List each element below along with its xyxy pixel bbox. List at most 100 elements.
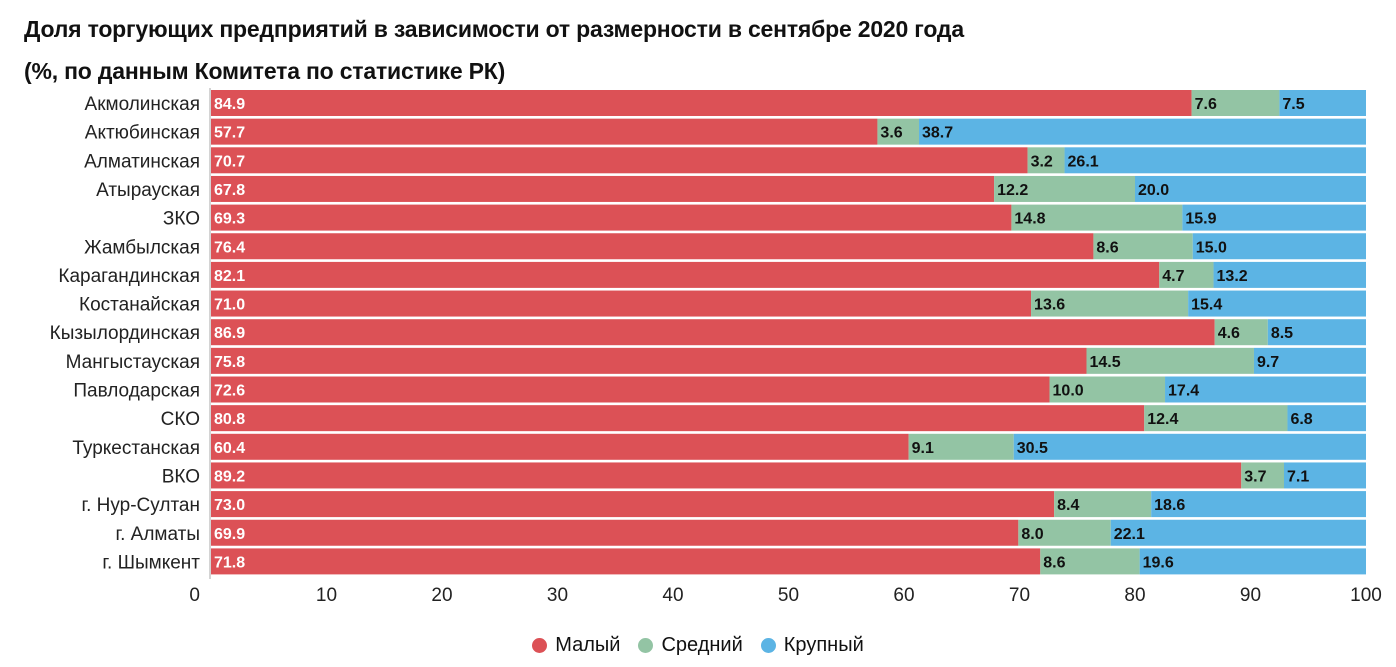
data-label-medium: 12.2 [997, 182, 1028, 199]
bar-segment-small[interactable] [211, 319, 1215, 346]
data-label-small: 60.4 [214, 440, 245, 457]
bar-segment-small[interactable] [211, 90, 1192, 116]
data-label-medium: 8.6 [1043, 554, 1065, 571]
bar-segment-large[interactable] [1253, 347, 1366, 374]
bar-segment-large[interactable] [1267, 319, 1366, 346]
data-label-large: 30.5 [1017, 440, 1048, 457]
data-label-small: 75.8 [214, 354, 245, 371]
bar-segment-medium[interactable] [1144, 405, 1288, 432]
data-label-large: 6.8 [1290, 411, 1312, 428]
bar-segment-small[interactable] [211, 519, 1019, 546]
bar-segment-medium[interactable] [1159, 261, 1214, 288]
bar-segment-large[interactable] [1139, 548, 1366, 575]
category-label: Кызылординская [50, 323, 200, 344]
bar-segment-large[interactable] [1110, 519, 1366, 546]
data-label-large: 7.1 [1287, 468, 1309, 485]
bar-segment-large[interactable] [919, 118, 1366, 145]
legend-label-small: Малый [555, 634, 621, 656]
category-label: Карагандинская [58, 266, 200, 287]
bar-segment-large[interactable] [1064, 147, 1366, 174]
data-label-small: 67.8 [214, 182, 245, 199]
data-label-medium: 10.0 [1053, 383, 1084, 400]
legend-item-small[interactable]: Малый [532, 634, 620, 657]
bar-segment-medium[interactable] [1031, 290, 1189, 317]
bar-segment-medium[interactable] [1086, 347, 1254, 374]
x-tick-label: 40 [662, 585, 683, 606]
bar-segment-large[interactable] [1151, 491, 1366, 518]
bar-segment-large[interactable] [1165, 376, 1366, 403]
legend-swatch-large [760, 638, 776, 653]
data-label-large: 26.1 [1068, 153, 1099, 170]
data-label-medium: 3.7 [1244, 468, 1266, 485]
data-label-small: 57.7 [214, 125, 245, 142]
bar-segment-small[interactable] [211, 347, 1087, 374]
x-tick-label: 70 [1009, 585, 1030, 606]
bar-segment-medium[interactable] [1027, 147, 1065, 174]
bar-segment-medium[interactable] [1040, 548, 1140, 575]
bar-segment-large[interactable] [1188, 290, 1366, 317]
bar-segment-large[interactable] [1213, 261, 1366, 288]
x-tick-label: 60 [893, 585, 914, 606]
data-label-large: 38.7 [922, 125, 953, 142]
bar-segment-small[interactable] [211, 376, 1050, 403]
bar-segment-medium[interactable] [994, 175, 1135, 202]
data-label-large: 7.5 [1282, 96, 1304, 113]
bar-segment-small[interactable] [211, 405, 1145, 432]
bar-segment-medium[interactable] [1011, 204, 1183, 231]
bar-segment-large[interactable] [1287, 405, 1366, 432]
bar-segment-large[interactable] [1192, 233, 1366, 260]
bar-segment-small[interactable] [211, 462, 1242, 489]
category-label: Павлодарская [73, 381, 200, 402]
data-label-large: 19.6 [1143, 554, 1174, 571]
data-label-large: 15.9 [1185, 211, 1216, 228]
bar-segment-small[interactable] [211, 261, 1160, 288]
bar-segment-small[interactable] [211, 491, 1055, 518]
category-label: Алматинская [84, 151, 200, 172]
x-tick-label: 80 [1124, 585, 1145, 606]
data-label-small: 84.9 [214, 96, 245, 113]
bar-segment-large[interactable] [1182, 204, 1366, 231]
data-label-large: 22.1 [1114, 526, 1145, 543]
data-label-small: 69.3 [214, 211, 245, 228]
legend-item-large[interactable]: Крупный [760, 634, 864, 657]
data-label-small: 89.2 [214, 468, 245, 485]
bar-segment-medium[interactable] [1093, 233, 1193, 260]
legend-label-medium: Средний [661, 634, 743, 656]
bar-segment-large[interactable] [1135, 175, 1366, 202]
data-label-large: 20.0 [1138, 182, 1169, 199]
chart-title: Доля торгующих предприятий в зависимости… [24, 16, 964, 42]
data-label-small: 80.8 [214, 411, 245, 428]
bar-segment-small[interactable] [211, 433, 909, 460]
bar-segment-large[interactable] [1013, 433, 1366, 460]
bar-segment-medium[interactable] [877, 118, 920, 145]
data-label-medium: 7.6 [1195, 96, 1217, 113]
data-label-large: 9.7 [1257, 354, 1279, 371]
stacked-bar-chart: Акмолинская 84.9 7.6 7.5 Актюбинская 57.7 3.6 3… [50, 88, 1382, 606]
data-label-medium: 12.4 [1147, 411, 1178, 428]
bar-segment-medium[interactable] [908, 433, 1014, 460]
data-label-small: 71.0 [214, 297, 245, 314]
data-label-small: 72.6 [214, 383, 245, 400]
bar-segment-medium[interactable] [1214, 319, 1268, 346]
bar-segment-medium[interactable] [1241, 462, 1284, 489]
data-label-small: 71.8 [214, 554, 245, 571]
bar-segment-small[interactable] [211, 548, 1041, 575]
bar-segment-medium[interactable] [1191, 90, 1280, 116]
data-label-small: 69.9 [214, 526, 245, 543]
data-label-medium: 9.1 [912, 440, 934, 457]
bar-segment-medium[interactable] [1049, 376, 1166, 403]
legend-item-medium[interactable]: Средний [638, 634, 743, 657]
bar-segment-small[interactable] [211, 147, 1028, 174]
bar-segment-small[interactable] [211, 233, 1094, 260]
bar-segment-medium[interactable] [1018, 519, 1111, 546]
bar-segment-medium[interactable] [1054, 491, 1152, 518]
bar-segment-small[interactable] [211, 175, 995, 202]
data-label-large: 18.6 [1154, 497, 1185, 514]
bar-segment-small[interactable] [211, 204, 1012, 231]
bar-segment-small[interactable] [211, 290, 1032, 317]
bar-segment-large[interactable] [1279, 90, 1366, 116]
data-label-medium: 4.7 [1162, 268, 1184, 285]
bar-segment-large[interactable] [1283, 462, 1366, 489]
category-label: Мангыстауская [66, 352, 200, 373]
bar-segment-small[interactable] [211, 118, 878, 145]
